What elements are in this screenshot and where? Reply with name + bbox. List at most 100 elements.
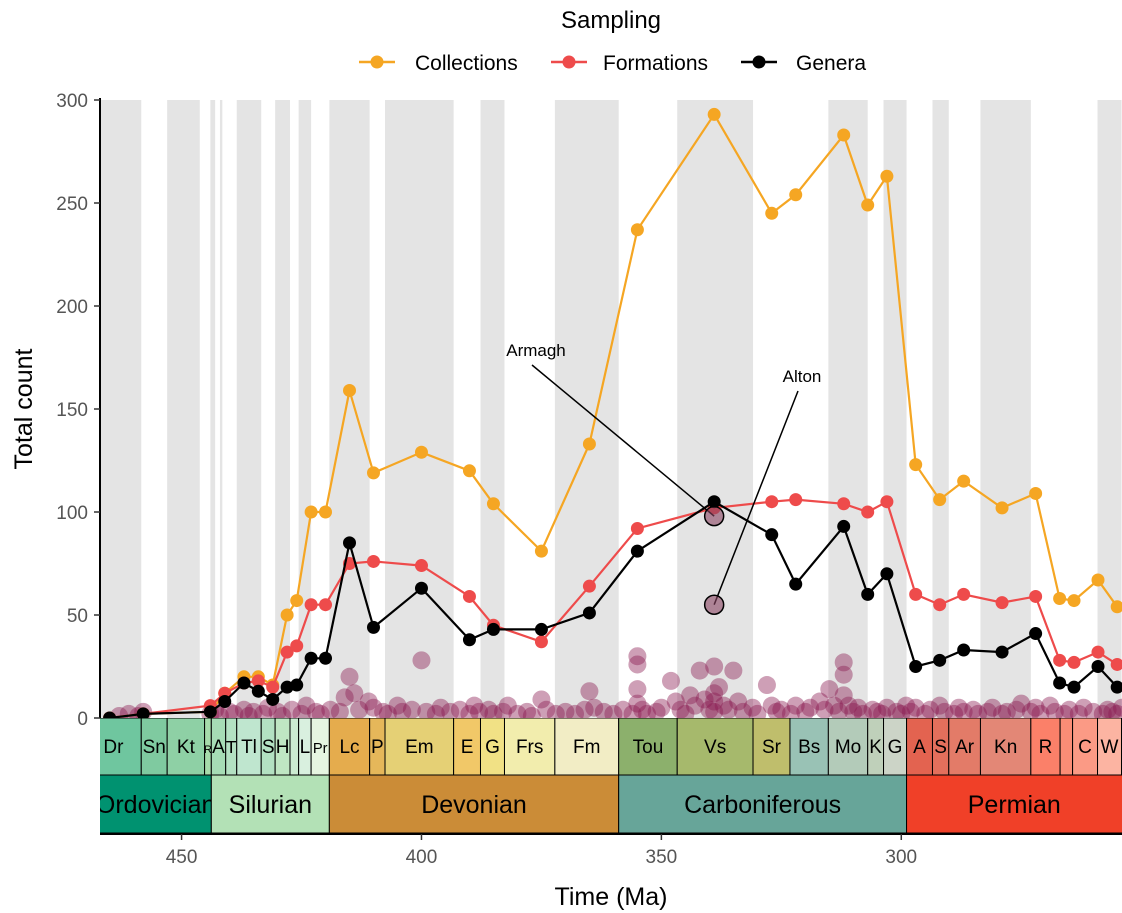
series-point xyxy=(765,528,779,542)
collection-point xyxy=(575,700,594,718)
series-point xyxy=(957,643,971,657)
collection-point xyxy=(479,700,498,718)
collection-point xyxy=(877,698,896,717)
collection-point xyxy=(690,661,709,680)
period-box xyxy=(906,774,1122,834)
collection-point xyxy=(906,698,925,717)
collection-point xyxy=(441,702,460,718)
series-point xyxy=(909,458,923,472)
collection-point xyxy=(729,692,748,711)
series-point xyxy=(582,437,596,451)
shaded-band xyxy=(100,100,142,718)
series-point xyxy=(880,169,894,183)
collection-point xyxy=(374,702,393,718)
series-point xyxy=(1067,680,1081,694)
shaded-band xyxy=(677,100,754,718)
series-point xyxy=(319,651,333,665)
collection-point xyxy=(901,702,920,718)
series-line xyxy=(109,498,1118,718)
stage-label: Kn xyxy=(994,737,1017,758)
collection-point xyxy=(661,671,680,690)
time-bins-shading xyxy=(100,100,1122,718)
stage-label: Kt xyxy=(177,737,196,758)
collection-point xyxy=(834,653,853,672)
series-point xyxy=(319,598,333,612)
collection-point xyxy=(268,702,287,718)
stage-box xyxy=(979,718,1032,776)
shaded-band xyxy=(167,100,200,718)
series-point xyxy=(462,464,476,478)
collection-point xyxy=(719,700,738,718)
collection-point xyxy=(1026,698,1045,717)
collection-point xyxy=(705,702,724,718)
legend-marker xyxy=(562,55,576,69)
series-point xyxy=(414,581,428,595)
series-point xyxy=(957,587,971,601)
geologic-time-scale: Dr Sn Kt R A T Tl S H L Pr Lc P Em E G Frs Fm Tou Vs Sr Bs Mo K… xyxy=(100,718,1122,834)
shaded-band xyxy=(210,100,216,718)
series-point xyxy=(1091,660,1105,673)
collection-point xyxy=(388,696,407,715)
collection-point xyxy=(695,690,714,709)
series-point xyxy=(909,660,923,673)
collection-point xyxy=(897,696,916,715)
series-point xyxy=(861,198,875,212)
stage-box xyxy=(236,718,262,776)
legend: Sampling Collections Formations Genera xyxy=(359,7,866,75)
collection-point xyxy=(757,676,776,695)
collection-point xyxy=(834,686,853,705)
collection-point xyxy=(402,700,421,718)
series-point xyxy=(266,692,280,706)
collection-point xyxy=(993,704,1012,718)
collection-point xyxy=(863,700,882,718)
collection-point xyxy=(781,704,800,718)
series-point xyxy=(1091,645,1105,659)
collection-point xyxy=(873,704,892,718)
collection-point xyxy=(839,696,858,715)
series-point xyxy=(861,505,875,519)
collection-point xyxy=(652,698,671,717)
collection-point xyxy=(623,704,642,718)
stage-box xyxy=(752,718,791,776)
series-point xyxy=(103,711,117,718)
collection-point xyxy=(997,702,1016,718)
collection-point xyxy=(637,704,656,718)
series-point xyxy=(218,695,232,709)
collection-point xyxy=(470,702,489,718)
series-point xyxy=(1029,627,1043,641)
y-tick-label: 50 xyxy=(67,606,88,627)
stage-label: S xyxy=(262,737,275,758)
series-point xyxy=(933,493,947,507)
period-box xyxy=(100,774,212,834)
collection-point xyxy=(330,702,349,718)
collection-point xyxy=(945,704,964,718)
highlighted-point xyxy=(703,505,725,527)
collection-point xyxy=(628,694,647,713)
collection-point xyxy=(829,702,848,718)
series-point xyxy=(414,559,428,573)
collection-point xyxy=(705,684,724,703)
collection-point xyxy=(796,702,815,718)
stage-box xyxy=(289,718,300,776)
collection-point xyxy=(378,704,397,718)
collection-point xyxy=(580,682,599,701)
x-axis-label: Time (Ma) xyxy=(555,883,668,911)
collection-point xyxy=(628,655,647,674)
collection-point xyxy=(417,702,436,718)
collection-point xyxy=(949,698,968,717)
collection-point xyxy=(978,702,997,718)
collection-point xyxy=(273,706,292,718)
series-point xyxy=(319,505,333,519)
series-point xyxy=(707,495,721,509)
collection-point xyxy=(628,647,647,666)
collection-point xyxy=(825,696,844,715)
collection-point xyxy=(685,696,704,715)
stage-label: Lc xyxy=(339,737,359,758)
stage-label: H xyxy=(276,737,290,758)
collection-point xyxy=(733,702,752,718)
collection-point xyxy=(834,665,853,684)
series-point xyxy=(707,107,721,121)
series-point xyxy=(933,653,947,667)
period-label: Permian xyxy=(968,791,1061,819)
annotation-leader xyxy=(713,390,799,605)
